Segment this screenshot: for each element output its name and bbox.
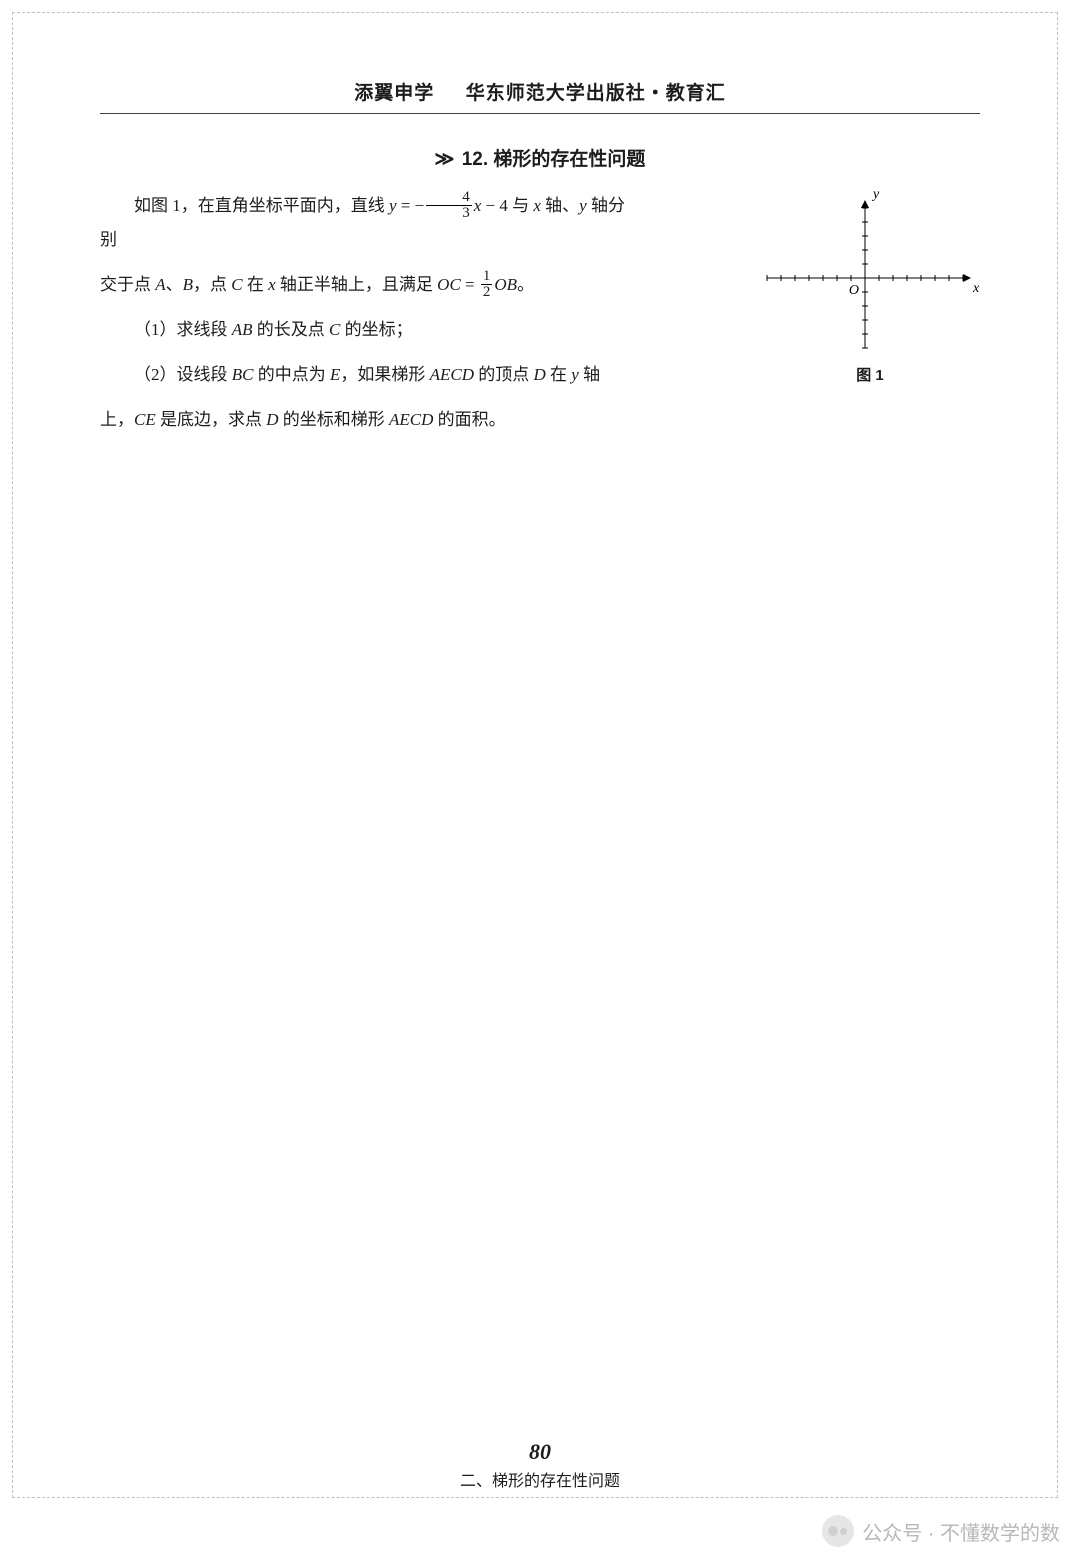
header-rule: [100, 113, 980, 114]
section-title: ≫ 12. 梯形的存在性问题: [0, 144, 1080, 171]
fraction-4-3: 43: [426, 190, 472, 221]
watermark: 公众号 · 不懂数学的数: [822, 1515, 1060, 1547]
footer-chapter: 二、梯形的存在性问题: [0, 1467, 1080, 1491]
header-right: 华东师范大学出版社・教育汇: [466, 83, 726, 104]
problem-body: 如图 1，在直角坐标平面内，直线 y = −43x − 4 与 x 轴、y 轴分…: [100, 189, 980, 437]
page-sheet: 添翼申学 华东师范大学出版社・教育汇 ≫ 12. 梯形的存在性问题 如图 1，在…: [0, 0, 1080, 1561]
page-footer: 80 二、梯形的存在性问题: [0, 1439, 1080, 1491]
watermark-text: 公众号 · 不懂数学的数: [862, 1517, 1060, 1546]
svg-text:x: x: [972, 281, 980, 296]
problem-q1: （1）求线段 AB 的长及点 C 的坐标；: [100, 313, 640, 347]
svg-text:O: O: [849, 283, 859, 298]
figure-1: y x O 图 1: [750, 183, 990, 385]
header-left: 添翼申学: [354, 83, 434, 104]
problem-para-2: 交于点 A、B，点 C 在 x 轴正半轴上，且满足 OC = 12OB。: [100, 268, 640, 302]
figure-caption: 图 1: [750, 364, 990, 385]
problem-q2-line2: 上，CE 是底边，求点 D 的坐标和梯形 AECD 的面积。: [100, 403, 640, 437]
svg-text:y: y: [871, 187, 880, 202]
page-header: 添翼申学 华东师范大学出版社・教育汇: [0, 0, 1080, 105]
problem-para-1: 如图 1，在直角坐标平面内，直线 y = −43x − 4 与 x 轴、y 轴分…: [100, 189, 640, 257]
chevron-icon: ≫: [435, 149, 453, 170]
coordinate-axes-icon: y x O: [750, 183, 990, 353]
page-number: 80: [0, 1439, 1080, 1465]
fraction-1-2: 12: [481, 269, 493, 300]
problem-q2-line1: （2）设线段 BC 的中点为 E，如果梯形 AECD 的顶点 D 在 y 轴: [100, 358, 640, 392]
wechat-icon: [822, 1515, 854, 1547]
section-number: 12.: [462, 149, 488, 170]
problem-text: 如图 1，在直角坐标平面内，直线 y = −43x − 4 与 x 轴、y 轴分…: [100, 189, 640, 437]
section-name: 梯形的存在性问题: [493, 149, 645, 170]
